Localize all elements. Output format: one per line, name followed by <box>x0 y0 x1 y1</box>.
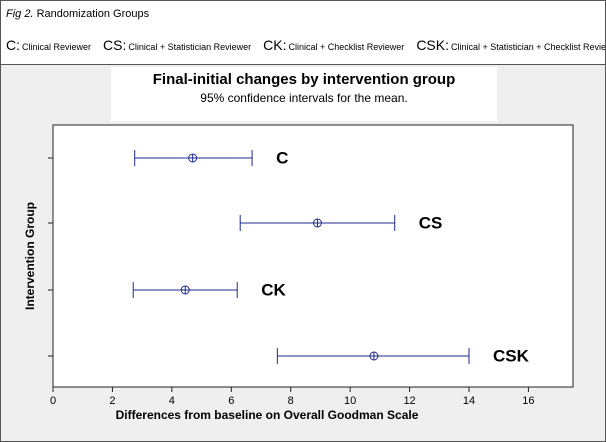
legend-item: C: Clinical Reviewer <box>6 37 92 53</box>
chart-title: Final-initial changes by intervention gr… <box>153 71 456 88</box>
legend-text: Clinical + Checklist Reviewer <box>288 42 405 52</box>
legend-item: CS: Clinical + Statistician Reviewer <box>103 37 252 53</box>
x-tick-label: 14 <box>463 395 475 407</box>
legend-abbr: CK: <box>263 37 287 53</box>
legend-abbr: C: <box>6 37 20 53</box>
fig-number: Fig 2. <box>6 8 34 20</box>
legend-abbr: CSK: <box>416 37 449 53</box>
x-tick-label: 2 <box>109 395 115 407</box>
x-tick-label: 8 <box>288 395 294 407</box>
group-label: CK <box>261 280 286 299</box>
legend-item: CK: Clinical + Checklist Reviewer <box>263 37 405 53</box>
group-legend: C: Clinical Reviewer CS: Clinical + Statist… <box>6 37 606 53</box>
x-tick-label: 6 <box>228 395 234 407</box>
legend-text: Clinical Reviewer <box>22 42 92 52</box>
mean-marker <box>188 153 198 163</box>
group-label: CSK <box>493 346 530 365</box>
figure-header: Fig 2. Randomization Groups C: Clinical R… <box>1 1 605 65</box>
legend-text: Clinical + Statistician + Checklist Revi… <box>451 42 606 52</box>
mean-marker <box>312 218 322 228</box>
mean-marker <box>369 351 379 361</box>
group-label: C <box>276 148 288 167</box>
x-tick-label: 4 <box>169 395 175 407</box>
plot-area <box>52 124 574 388</box>
title-box <box>111 67 497 121</box>
x-tick-label: 10 <box>344 395 356 407</box>
fig-title: Randomization Groups <box>36 8 150 20</box>
group-label: CS <box>419 213 443 232</box>
x-tick-label: 16 <box>522 395 534 407</box>
x-tick-label: 12 <box>403 395 415 407</box>
x-tick-label: 0 <box>50 395 56 407</box>
y-axis-label: Intervention Group <box>23 202 37 310</box>
mean-marker <box>180 285 190 295</box>
figure-caption: Fig 2. Randomization Groups <box>6 8 149 20</box>
legend-abbr: CS: <box>103 37 127 53</box>
x-axis-label: Differences from baseline on Overall Goo… <box>116 408 419 422</box>
chart-subtitle: 95% confidence intervals for the mean. <box>200 91 407 105</box>
legend-text: Clinical + Statistician Reviewer <box>128 42 252 52</box>
legend-item: CSK: Clinical + Statistician + Checklist … <box>416 37 606 53</box>
